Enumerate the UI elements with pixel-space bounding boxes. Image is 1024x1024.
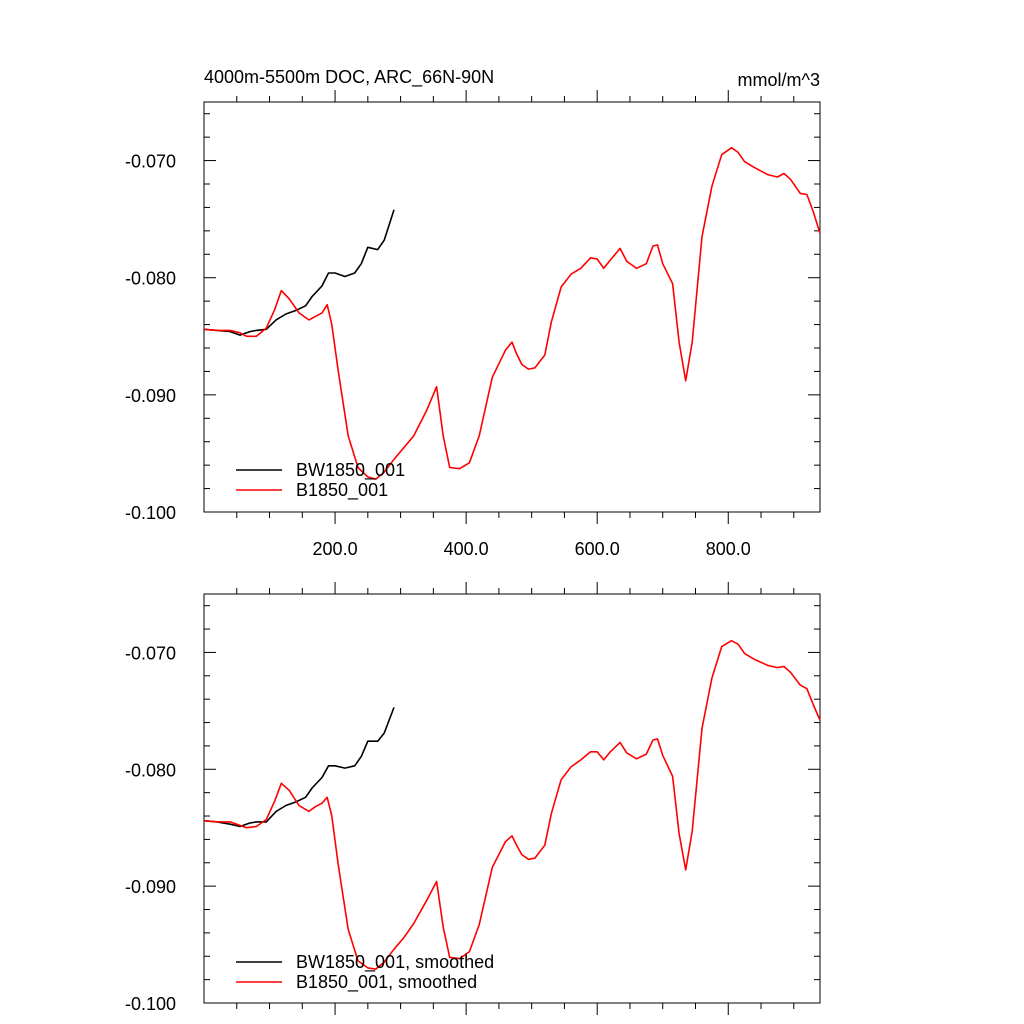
- legend-label-2: B1850_001, smoothed: [296, 972, 477, 993]
- panel-1: -0.100 -0.090 -0.080 -0.070 200.0 400.0 600.0 8…: [125, 90, 821, 559]
- y-tick-label: -0.100: [125, 994, 176, 1014]
- panel-2: -0.100 -0.090 -0.080 -0.070 BW1850_001, smoo…: [125, 582, 821, 1015]
- series-line-2: [203, 146, 821, 480]
- x-tick-label: 400.0: [444, 539, 489, 559]
- plot-frame: [203, 101, 821, 513]
- legend-label-2: B1850_001: [296, 480, 388, 501]
- y-tick-label: -0.070: [125, 643, 176, 663]
- y-tick-label: -0.090: [125, 877, 176, 897]
- figure-title: 4000m-5500m DOC, ARC_66N-90N: [204, 67, 494, 88]
- y-tick-label: -0.080: [125, 269, 176, 289]
- legend-label-1: BW1850_001: [296, 460, 405, 481]
- plot-frame: [203, 593, 821, 1004]
- y-tick-label: -0.070: [125, 152, 176, 172]
- y-tick-label: -0.080: [125, 760, 176, 780]
- x-tick-label: 200.0: [313, 539, 358, 559]
- series-line-1: [203, 707, 395, 828]
- y-tick-label: -0.100: [125, 503, 176, 523]
- units-label: mmol/m^3: [738, 70, 820, 90]
- x-tick-label: 800.0: [706, 539, 751, 559]
- y-tick-label: -0.090: [125, 386, 176, 406]
- series-line-1: [203, 209, 395, 336]
- series-line-2: [203, 639, 821, 970]
- legend-label-1: BW1850_001, smoothed: [296, 952, 494, 973]
- x-tick-label: 600.0: [575, 539, 620, 559]
